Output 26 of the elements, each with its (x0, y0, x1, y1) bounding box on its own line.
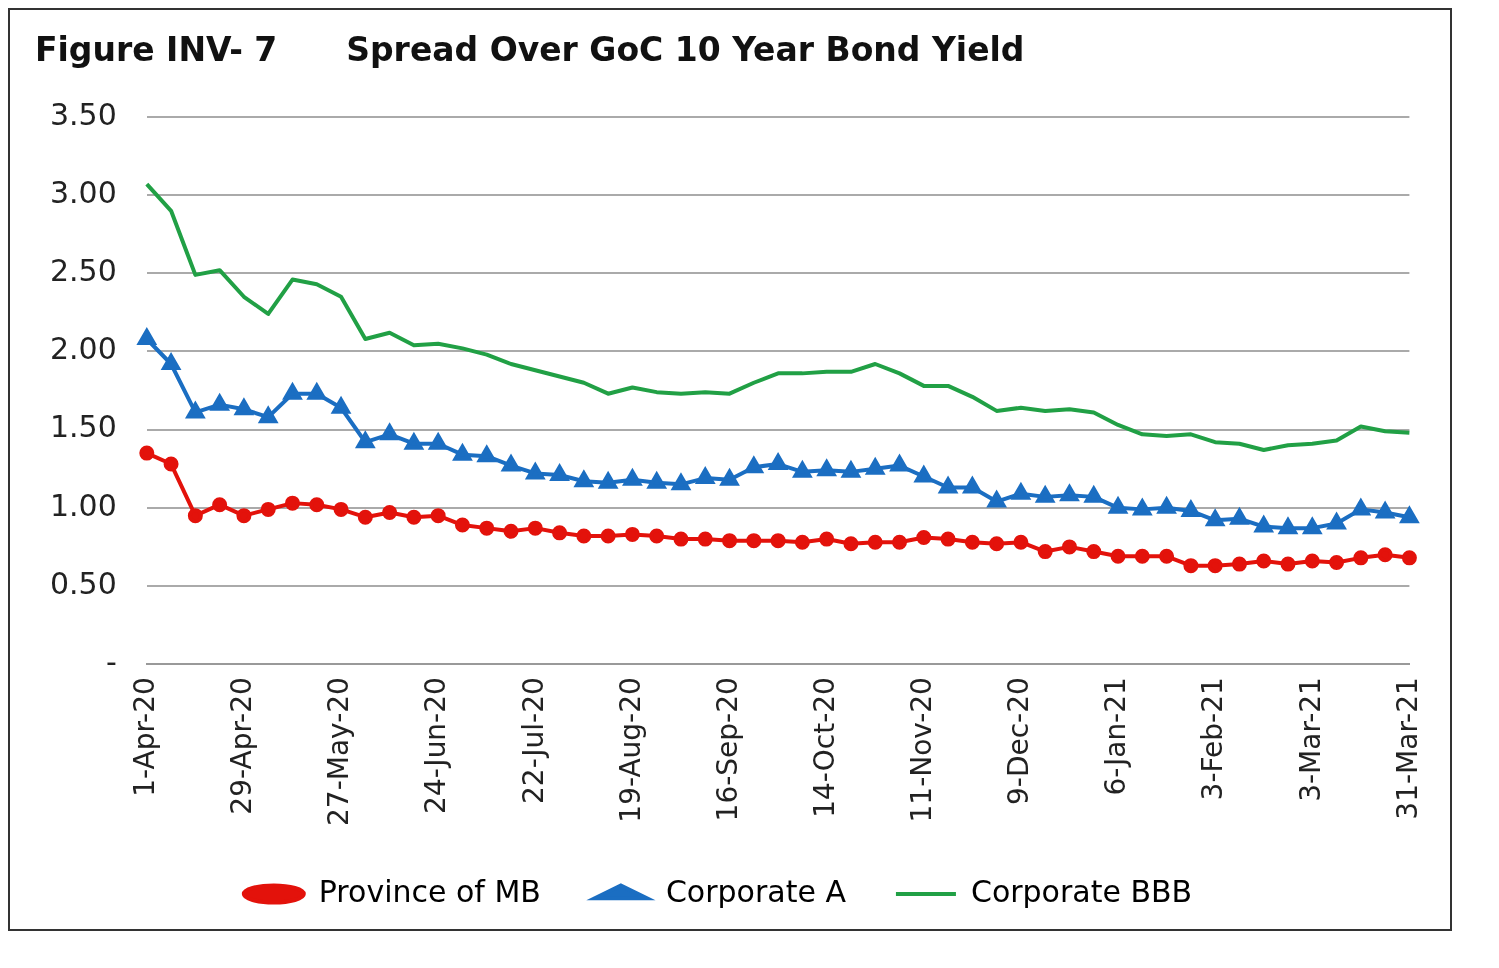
y-tick-label: 0.50 (50, 565, 117, 601)
x-tick-label: 27-May-20 (322, 677, 356, 826)
x-tick-label: 14-Oct-20 (807, 677, 841, 818)
x-tick-label: 24-Jun-20 (419, 677, 453, 814)
legend-label: Province of MB (318, 873, 541, 909)
y-tick-label: 3.00 (50, 174, 117, 210)
chart-title: Figure INV- 7 Spread Over GoC 10 Year Bond Yield (34, 29, 1026, 69)
y-tick-label: 1.50 (50, 409, 117, 445)
x-tick-label: 3-Mar-21 (1293, 677, 1327, 802)
x-tick-label: 19-Aug-20 (613, 677, 647, 823)
y-tick-label: - (105, 643, 117, 679)
y-tick-label: 2.00 (50, 331, 117, 367)
x-tick-label: 9-Dec-20 (1002, 677, 1036, 805)
x-tick-label: 22-Jul-20 (516, 677, 550, 804)
x-tick-label: 29-Apr-20 (225, 677, 259, 815)
x-tick-label: 31-Mar-21 (1390, 677, 1424, 820)
x-tick-label: 11-Nov-20 (905, 677, 939, 823)
y-tick-label: 2.50 (50, 253, 117, 289)
y-tick-label: 1.00 (50, 487, 117, 523)
x-tick-label: 6-Jan-21 (1099, 677, 1133, 796)
legend-label: Corporate A (665, 873, 847, 909)
x-tick-label: 3-Feb-21 (1196, 677, 1230, 801)
legend-label: Corporate BBB (970, 873, 1193, 909)
y-tick-label: 3.50 (50, 96, 117, 132)
x-tick-label: 16-Sep-20 (710, 677, 744, 822)
x-tick-label: 1-Apr-20 (128, 677, 162, 797)
